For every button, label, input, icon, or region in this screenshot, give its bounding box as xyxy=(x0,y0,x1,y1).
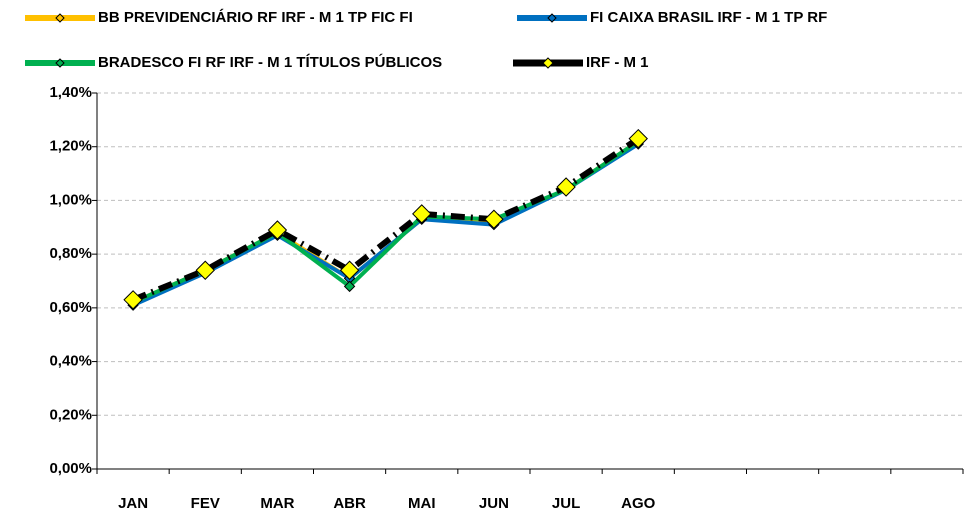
series-marker xyxy=(412,204,432,224)
legend-label: BB PREVIDENCIÁRIO RF IRF - M 1 TP FIC FI xyxy=(98,9,413,26)
y-tick-label: 0,80% xyxy=(49,245,92,262)
series-line xyxy=(132,142,640,307)
series-marker xyxy=(556,177,576,197)
x-tick-label: AGO xyxy=(621,495,656,512)
series-line xyxy=(131,136,640,303)
y-tick-label: 0,20% xyxy=(49,406,92,423)
legend-marker xyxy=(547,13,557,23)
series-marker xyxy=(343,280,356,293)
x-tick-label: JAN xyxy=(118,495,148,512)
x-tick-label: FEV xyxy=(191,495,220,512)
x-tick-label: MAR xyxy=(260,495,294,512)
y-tick-label: 1,00% xyxy=(49,191,92,208)
y-tick-label: 0,60% xyxy=(49,299,92,316)
legend-marker xyxy=(542,57,554,69)
legend-marker xyxy=(55,58,65,68)
series-marker xyxy=(339,260,360,280)
series-line xyxy=(132,139,640,305)
y-tick-label: 1,20% xyxy=(49,138,92,155)
legend-label: BRADESCO FI RF IRF - M 1 TÍTULOS PÚBLICO… xyxy=(98,53,442,71)
series-marker xyxy=(267,220,288,240)
series-marker xyxy=(484,209,504,229)
y-tick-label: 0,40% xyxy=(49,353,92,370)
y-tick-label: 1,40% xyxy=(49,84,92,101)
legend-label: FI CAIXA BRASIL IRF - M 1 TP RF xyxy=(590,9,827,26)
series-marker xyxy=(628,128,648,149)
legend-label: IRF - M 1 xyxy=(586,54,649,71)
x-tick-label: ABR xyxy=(333,495,366,512)
y-tick-label: 0,00% xyxy=(49,460,92,477)
x-tick-label: JUN xyxy=(479,495,509,512)
series-line xyxy=(132,139,640,305)
series-marker xyxy=(195,260,215,280)
series-marker xyxy=(123,290,143,310)
legend-marker xyxy=(55,13,65,23)
x-tick-label: JUL xyxy=(552,495,580,512)
x-tick-label: MAI xyxy=(408,495,436,512)
